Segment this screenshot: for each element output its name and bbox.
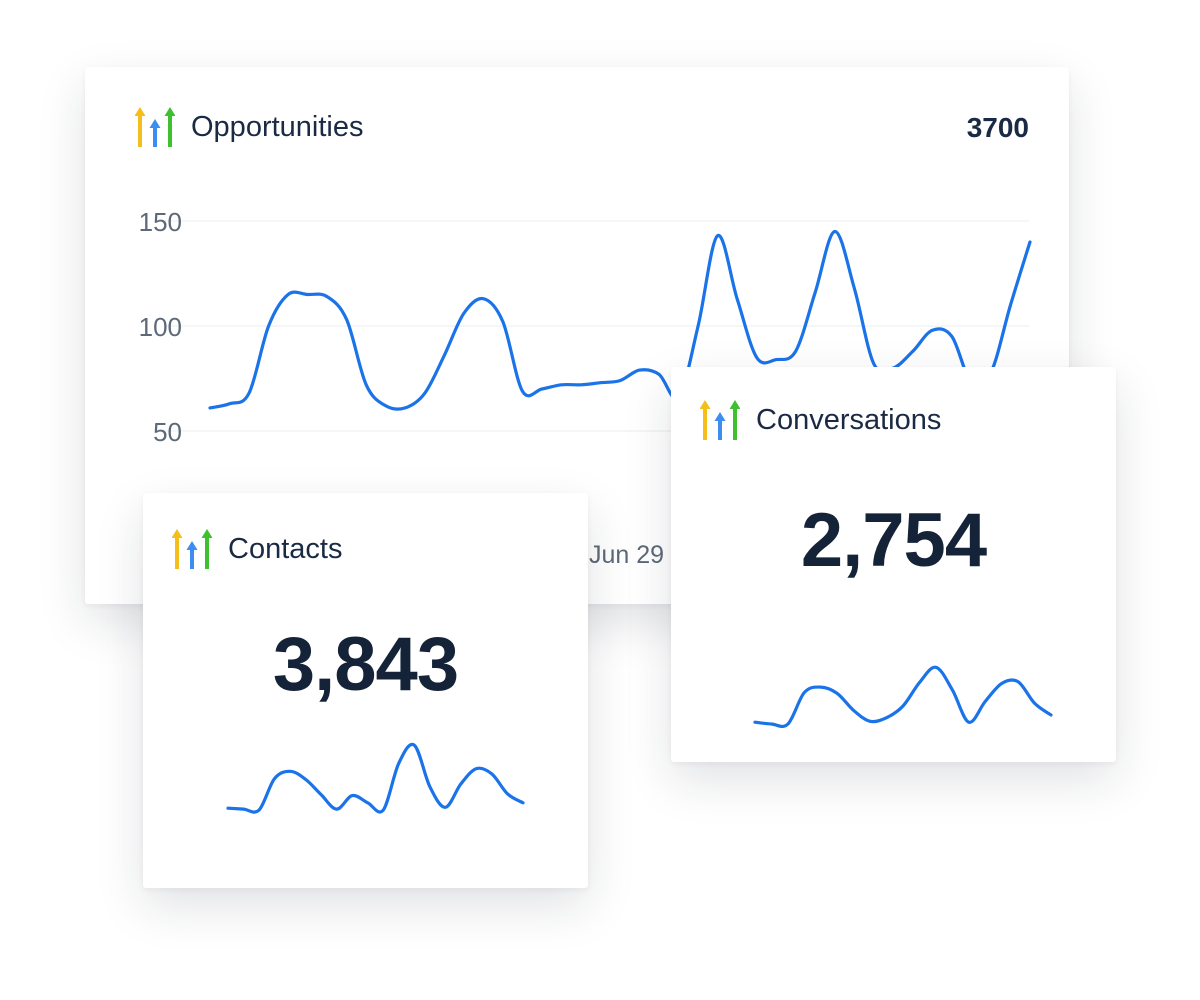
logo-arrow-green [729,400,740,440]
conversations-title: Conversations [756,403,942,436]
logo-arrow-yellow [135,107,146,147]
contacts-value: 3,843 [272,622,459,707]
conversations-card: Conversations 2,754 [671,367,1116,762]
conversations-sparkline [753,665,1053,729]
logo-arrow-blue [714,412,726,440]
highlevel-arrows-icon [135,107,175,147]
logo-arrow-green [201,529,212,569]
contacts-sparkline-path [226,742,525,814]
y-tick-label: 150 [139,207,182,237]
opportunities-title: Opportunities [191,110,364,143]
logo-arrow-yellow [700,400,711,440]
contacts-sparkline [226,742,525,814]
x-tick-label: Jun 29 [589,541,664,569]
conversations-value: 2,754 [800,498,987,583]
conversations-sparkline-path [753,665,1053,729]
contacts-card: Contacts 3,843 [143,493,588,888]
y-tick-label: 50 [153,417,182,447]
logo-arrow-blue [149,119,161,147]
logo-arrow-green [164,107,175,147]
logo-arrow-yellow [172,529,183,569]
logo-arrow-blue [186,541,198,569]
opportunities-total: 3700 [966,112,1029,143]
contacts-header: Contacts [172,527,342,571]
y-tick-label: 100 [139,312,182,342]
opportunities-header: Opportunities [135,105,364,149]
contacts-title: Contacts [228,532,343,565]
highlevel-arrows-icon [700,400,740,440]
conversations-header: Conversations [700,398,941,442]
highlevel-arrows-icon [172,529,212,569]
